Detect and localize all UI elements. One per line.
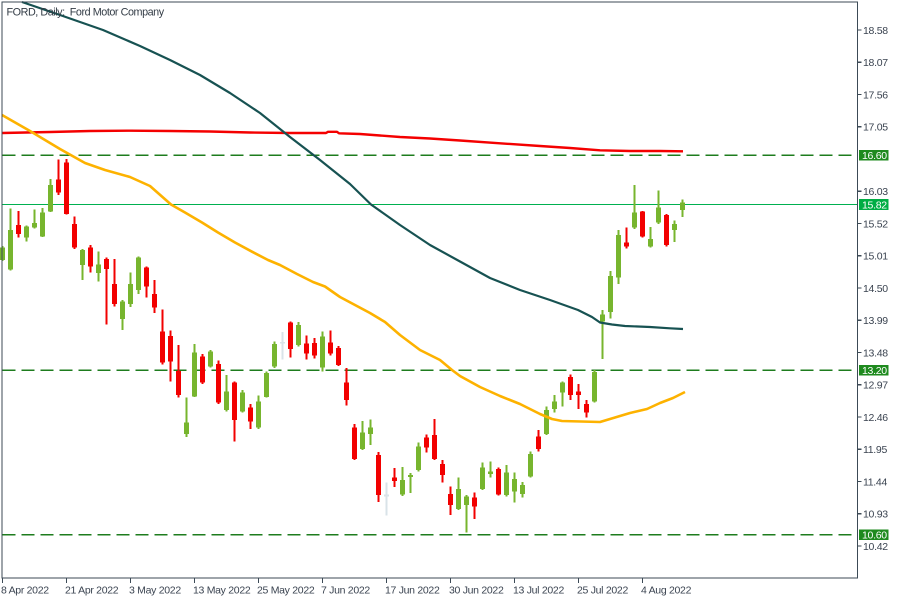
- svg-text:16.60: 16.60: [862, 150, 887, 162]
- svg-text:18.58: 18.58: [863, 25, 888, 37]
- svg-text:17 Jun 2022: 17 Jun 2022: [385, 585, 440, 597]
- svg-text:FORD, Daily: Ford Motor Compa: FORD, Daily: Ford Motor Company: [7, 7, 165, 19]
- svg-text:10.93: 10.93: [863, 509, 888, 521]
- svg-text:21 Apr 2022: 21 Apr 2022: [65, 585, 119, 597]
- svg-text:11.95: 11.95: [863, 444, 887, 456]
- svg-text:7 Jun 2022: 7 Jun 2022: [321, 585, 370, 597]
- svg-text:25 Jul 2022: 25 Jul 2022: [577, 585, 628, 597]
- svg-text:15.82: 15.82: [862, 199, 887, 211]
- svg-text:17.56: 17.56: [863, 89, 888, 101]
- svg-text:8 Apr 2022: 8 Apr 2022: [1, 585, 49, 597]
- svg-text:17.05: 17.05: [863, 122, 888, 134]
- svg-text:15.01: 15.01: [863, 251, 888, 263]
- svg-text:25 May 2022: 25 May 2022: [257, 585, 315, 597]
- svg-text:4 Aug 2022: 4 Aug 2022: [641, 585, 692, 597]
- svg-text:30 Jun 2022: 30 Jun 2022: [449, 585, 504, 597]
- svg-text:13.48: 13.48: [863, 347, 888, 359]
- svg-text:13.20: 13.20: [862, 365, 887, 377]
- svg-text:11.44: 11.44: [863, 476, 887, 488]
- svg-text:18.07: 18.07: [863, 57, 888, 69]
- svg-text:15.52: 15.52: [863, 218, 888, 230]
- svg-text:12.97: 12.97: [863, 380, 888, 392]
- svg-text:12.46: 12.46: [863, 412, 888, 424]
- svg-text:13 May 2022: 13 May 2022: [193, 585, 251, 597]
- svg-text:3 May 2022: 3 May 2022: [129, 585, 181, 597]
- svg-text:13 Jul 2022: 13 Jul 2022: [513, 585, 564, 597]
- svg-text:14.50: 14.50: [863, 283, 888, 295]
- svg-text:16.03: 16.03: [863, 186, 888, 198]
- svg-text:10.60: 10.60: [862, 530, 887, 542]
- svg-text:10.42: 10.42: [863, 541, 888, 553]
- svg-text:13.99: 13.99: [863, 315, 888, 327]
